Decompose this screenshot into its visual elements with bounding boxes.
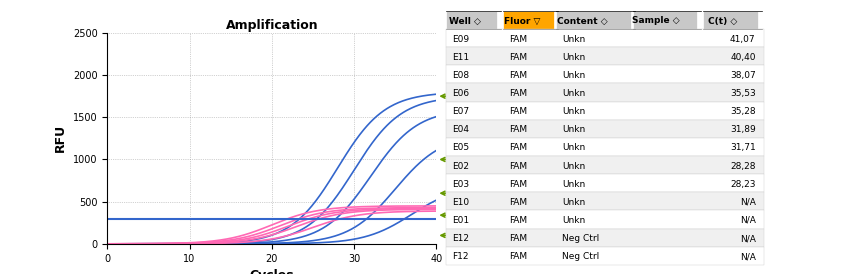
Text: FAM: FAM <box>509 252 527 261</box>
Text: E08: E08 <box>452 71 469 80</box>
FancyBboxPatch shape <box>446 192 764 210</box>
Text: Unkn: Unkn <box>562 35 585 44</box>
Text: E07: E07 <box>452 107 469 116</box>
Text: Unkn: Unkn <box>562 143 585 152</box>
Text: 5 X 10$^0$ copies: 5 X 10$^0$ copies <box>441 227 541 243</box>
FancyBboxPatch shape <box>703 11 758 29</box>
X-axis label: Cycles: Cycles <box>250 269 294 274</box>
FancyBboxPatch shape <box>446 156 764 174</box>
Text: FAM: FAM <box>509 35 527 44</box>
Text: E09: E09 <box>452 35 469 44</box>
FancyBboxPatch shape <box>446 210 764 229</box>
Text: 41,07: 41,07 <box>730 35 756 44</box>
Text: Unkn: Unkn <box>562 107 585 116</box>
Text: Unkn: Unkn <box>562 125 585 134</box>
FancyBboxPatch shape <box>446 47 764 65</box>
Text: 35,53: 35,53 <box>730 89 756 98</box>
FancyBboxPatch shape <box>446 247 764 265</box>
Text: Unkn: Unkn <box>562 71 585 80</box>
FancyBboxPatch shape <box>446 174 764 192</box>
Text: 28,23: 28,23 <box>730 180 756 189</box>
Text: 5 X 10$^3$ copies: 5 X 10$^3$ copies <box>441 152 541 167</box>
FancyBboxPatch shape <box>633 11 697 29</box>
FancyBboxPatch shape <box>446 102 764 120</box>
Text: Unkn: Unkn <box>562 162 585 170</box>
Text: Unkn: Unkn <box>562 180 585 189</box>
Text: Unkn: Unkn <box>562 216 585 225</box>
Text: N/A: N/A <box>740 252 756 261</box>
FancyBboxPatch shape <box>503 11 554 29</box>
Text: FAM: FAM <box>509 107 527 116</box>
Text: N/A: N/A <box>740 198 756 207</box>
Text: N/A: N/A <box>740 216 756 225</box>
Text: FAM: FAM <box>509 125 527 134</box>
Text: 31,89: 31,89 <box>730 125 756 134</box>
Text: 28,28: 28,28 <box>730 162 756 170</box>
Text: N/A: N/A <box>740 234 756 243</box>
Text: 35,28: 35,28 <box>730 107 756 116</box>
Text: 40,40: 40,40 <box>730 53 756 62</box>
Text: FAM: FAM <box>509 53 527 62</box>
Text: FAM: FAM <box>509 162 527 170</box>
Text: FAM: FAM <box>509 216 527 225</box>
Text: Sample ◇: Sample ◇ <box>632 16 680 25</box>
Text: 5 X 10$^2$ copies: 5 X 10$^2$ copies <box>441 185 541 201</box>
FancyBboxPatch shape <box>446 120 764 138</box>
Text: Unkn: Unkn <box>562 89 585 98</box>
Text: 5 X 10$^1$ copies: 5 X 10$^1$ copies <box>441 207 541 223</box>
Text: Neg Ctrl: Neg Ctrl <box>562 234 600 243</box>
Y-axis label: RFU: RFU <box>54 124 67 152</box>
Text: E04: E04 <box>452 125 469 134</box>
Title: Amplification: Amplification <box>226 19 318 32</box>
Text: E05: E05 <box>452 143 469 152</box>
Text: 5 X 10$^4$ copies: 5 X 10$^4$ copies <box>441 88 541 104</box>
Text: 38,07: 38,07 <box>730 71 756 80</box>
Text: E10: E10 <box>452 198 469 207</box>
Text: Content ◇: Content ◇ <box>557 16 607 25</box>
Text: E03: E03 <box>452 180 469 189</box>
Text: E06: E06 <box>452 89 469 98</box>
Text: Unkn: Unkn <box>562 53 585 62</box>
FancyBboxPatch shape <box>446 84 764 102</box>
Text: F12: F12 <box>452 252 468 261</box>
Text: FAM: FAM <box>509 234 527 243</box>
Text: FAM: FAM <box>509 180 527 189</box>
Text: FAM: FAM <box>509 198 527 207</box>
FancyBboxPatch shape <box>446 138 764 156</box>
FancyBboxPatch shape <box>446 229 764 247</box>
Text: 31,71: 31,71 <box>730 143 756 152</box>
Text: E11: E11 <box>452 53 469 62</box>
FancyBboxPatch shape <box>446 65 764 84</box>
FancyBboxPatch shape <box>446 29 764 47</box>
Text: E01: E01 <box>452 216 469 225</box>
FancyBboxPatch shape <box>446 11 497 29</box>
Text: FAM: FAM <box>509 143 527 152</box>
Text: Neg Ctrl: Neg Ctrl <box>562 252 600 261</box>
Text: C(t) ◇: C(t) ◇ <box>708 16 737 25</box>
Text: FAM: FAM <box>509 89 527 98</box>
Text: Unkn: Unkn <box>562 198 585 207</box>
Text: Fluor ▽: Fluor ▽ <box>504 16 540 25</box>
Text: FAM: FAM <box>509 71 527 80</box>
Text: E02: E02 <box>452 162 469 170</box>
FancyBboxPatch shape <box>556 11 631 29</box>
Text: E12: E12 <box>452 234 469 243</box>
Text: Well ◇: Well ◇ <box>449 16 480 25</box>
